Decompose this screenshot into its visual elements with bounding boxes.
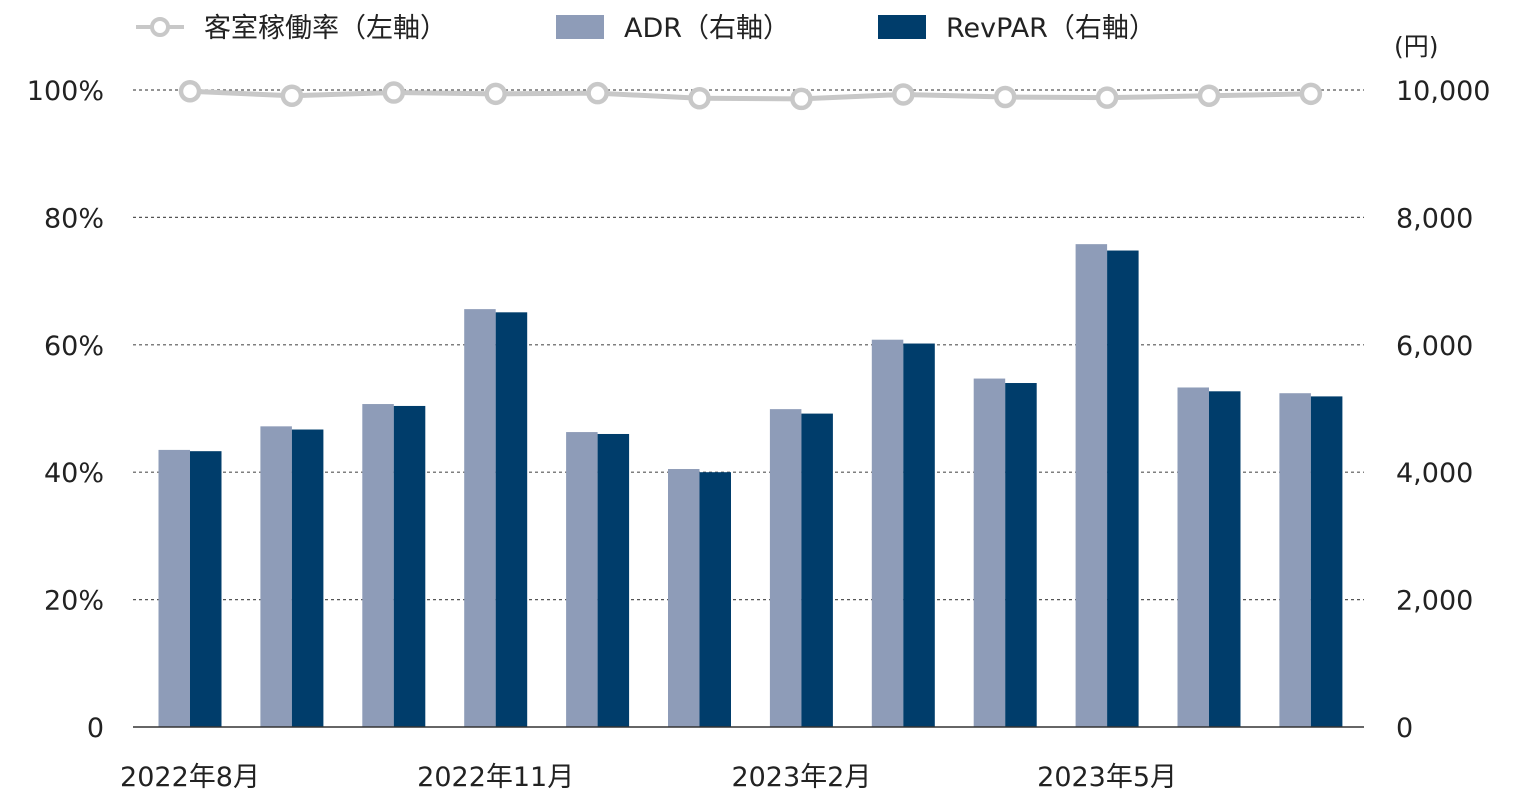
bar-revpar xyxy=(495,312,528,727)
left-axis-tick-labels: 0 20% 40% 60% 80% 100% xyxy=(27,76,104,744)
bar-revpar xyxy=(699,472,731,727)
occupancy-point xyxy=(688,87,711,110)
x-axis-tick-labels: 2022年8月 2022年11月 2023年2月 2023年5月 xyxy=(120,762,1177,793)
occupancy-line xyxy=(189,88,1311,102)
left-tick-label: 0 xyxy=(87,713,104,744)
right-tick-label: 4,000 xyxy=(1396,458,1473,489)
left-tick-label: 80% xyxy=(44,203,104,234)
occupancy-point xyxy=(790,87,813,111)
occupancy-point xyxy=(892,83,915,106)
right-tick-label: 6,000 xyxy=(1396,331,1473,362)
bar-revpar xyxy=(190,451,222,727)
bar-revpar xyxy=(1005,383,1037,727)
x-tick-label: 2022年11月 xyxy=(417,762,574,793)
legend-label-adr: ADR（右軸） xyxy=(624,13,790,44)
right-tick-label: 0 xyxy=(1396,713,1413,744)
right-tick-label: 10,000 xyxy=(1396,76,1490,107)
legend: 客室稼働率（左軸） ADR（右軸） RevPAR（右軸） xyxy=(136,13,1156,44)
occupancy-point xyxy=(1197,84,1221,107)
legend-item-occupancy: 客室稼働率（左軸） xyxy=(136,13,447,44)
legend-label-occupancy: 客室稼働率（左軸） xyxy=(204,13,447,44)
x-tick-label: 2023年2月 xyxy=(731,762,871,793)
bar-revpar xyxy=(393,405,426,727)
occupancy-point xyxy=(382,81,406,104)
occupancy-point xyxy=(993,85,1017,109)
bar-adr xyxy=(668,469,700,727)
right-axis-tick-labels: 0 2,000 4,000 6,000 8,000 10,000 xyxy=(1396,76,1490,744)
legend-swatch-revpar xyxy=(878,15,926,39)
left-tick-label: 100% xyxy=(27,76,104,107)
right-axis-unit-label: (円) xyxy=(1394,32,1439,61)
bar-revpar xyxy=(291,429,324,727)
occupancy-point xyxy=(1299,82,1323,106)
bar-revpar xyxy=(801,413,833,727)
left-tick-label: 20% xyxy=(44,586,104,617)
bar-adr xyxy=(566,432,598,727)
bar-adr xyxy=(362,404,394,727)
legend-item-adr: ADR（右軸） xyxy=(556,13,790,44)
bar-revpar xyxy=(1310,396,1343,727)
occupancy-point xyxy=(178,80,202,103)
left-tick-label: 60% xyxy=(44,331,104,362)
gridlines xyxy=(133,89,1364,601)
right-tick-label: 8,000 xyxy=(1396,203,1473,234)
legend-swatch-adr xyxy=(556,15,604,39)
occupancy-line-series xyxy=(178,80,1323,111)
bar-adr xyxy=(158,449,190,727)
bar-adr xyxy=(1279,393,1311,727)
occupancy-point xyxy=(280,84,304,107)
bar-revpar xyxy=(1107,250,1139,728)
bar-adr xyxy=(464,309,496,727)
bar-adr xyxy=(1177,387,1209,727)
bar-revpar xyxy=(903,343,935,727)
x-tick-label: 2023年5月 xyxy=(1037,762,1177,793)
bar-adr xyxy=(1075,244,1108,728)
right-tick-label: 2,000 xyxy=(1396,586,1473,617)
occupancy-point xyxy=(1095,86,1119,109)
occupancy-point xyxy=(586,81,609,105)
occupancy-point xyxy=(484,82,507,106)
legend-item-revpar: RevPAR（右軸） xyxy=(878,13,1156,44)
legend-swatch-occupancy-marker xyxy=(150,17,170,37)
bar-adr xyxy=(260,426,292,727)
left-tick-label: 40% xyxy=(44,458,104,489)
bar-revpar xyxy=(597,433,630,727)
bar-adr xyxy=(871,339,904,727)
bars xyxy=(158,244,1343,728)
x-tick-label: 2022年8月 xyxy=(120,762,260,793)
bar-revpar xyxy=(1209,391,1241,727)
bar-adr xyxy=(769,409,802,727)
bar-adr xyxy=(973,378,1006,727)
legend-label-revpar: RevPAR（右軸） xyxy=(946,13,1156,44)
